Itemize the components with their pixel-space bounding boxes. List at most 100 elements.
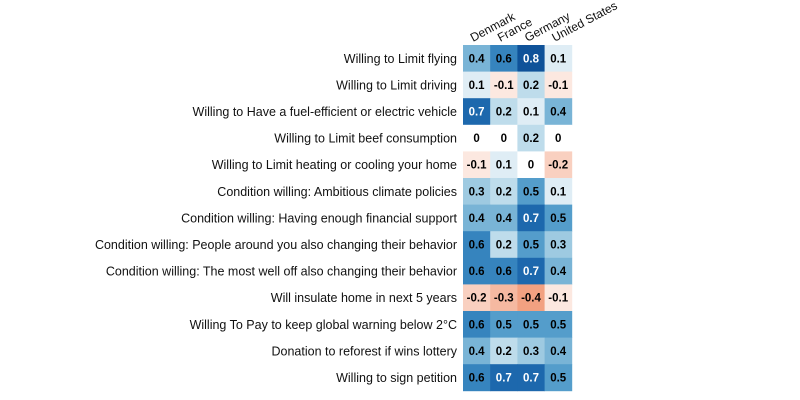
cell-value-label: 0 [555, 133, 561, 145]
row-label: Willing to Have a fuel-efficient or elec… [193, 105, 458, 119]
cell-value-label: 0 [528, 160, 534, 172]
row-label: Condition willing: People around you als… [95, 238, 457, 252]
heatmap-cell [463, 124, 491, 152]
cell-value-label: -0.2 [548, 160, 568, 172]
cell-value-label: 0.6 [496, 53, 512, 65]
cell-value-label: -0.3 [494, 293, 514, 305]
heatmap-cell [463, 257, 491, 285]
heatmap-cell [463, 284, 491, 312]
cell-value-label: 0.5 [496, 319, 513, 331]
heatmap-cells: 0.4 0.6 0.8 0.1 0.1 -0.1 0.2 -0.1 0.7 0.2 0.1 0.4 0 0… [463, 45, 573, 392]
heatmap-cell [517, 311, 545, 338]
heatmap-cell [544, 71, 573, 99]
heatmap-cell [517, 124, 545, 152]
cell-value-label: 0.2 [496, 107, 512, 119]
cell-value-label: 0.4 [469, 213, 486, 225]
cell-value-label: 0.1 [550, 53, 567, 65]
heatmap-cell [463, 178, 491, 205]
cell-value-label: 0.4 [496, 213, 513, 225]
cell-value-label: 0.5 [523, 186, 540, 198]
cell-value-label: 0.1 [496, 160, 513, 172]
heatmap-cell [517, 337, 545, 365]
cell-value-label: -0.1 [467, 160, 487, 172]
row-label: Willing to Limit driving [336, 78, 457, 92]
heatmap-cell [490, 124, 518, 152]
cell-value-label: 0.5 [550, 319, 567, 331]
heatmap-cell [490, 284, 518, 312]
cell-value-label: 0.4 [550, 107, 567, 119]
cell-value-label: 0.6 [469, 373, 485, 385]
cell-value-label: 0.2 [496, 186, 512, 198]
heatmap-cell [544, 284, 573, 312]
heatmap-cell [490, 98, 518, 126]
cell-value-label: -0.1 [548, 293, 568, 305]
cell-value-label: 0.1 [550, 186, 567, 198]
heatmap-cell [517, 364, 545, 392]
cell-value-label: 0.3 [550, 240, 566, 252]
heatmap-cell [517, 284, 545, 312]
row-label: Donation to reforest if wins lottery [272, 344, 458, 358]
heatmap-cell [544, 257, 573, 285]
cell-value-label: 0.7 [469, 107, 485, 119]
cell-value-label: 0.7 [523, 213, 539, 225]
heatmap-cell [517, 98, 545, 126]
heatmap-cell [463, 337, 491, 365]
heatmap-cell [517, 257, 545, 285]
cell-value-label: -0.1 [494, 80, 514, 92]
row-label: Condition willing: Ambitious climate pol… [217, 185, 457, 199]
heatmap-cell [463, 71, 491, 99]
cell-value-label: 0.4 [550, 346, 567, 358]
cell-value-label: 0.2 [496, 240, 512, 252]
heatmap-cell [490, 178, 518, 205]
cell-value-label: 0.6 [496, 266, 512, 278]
row-label: Willing to sign petition [336, 371, 457, 385]
cell-value-label: 0.2 [523, 80, 539, 92]
cell-value-label: 0 [473, 133, 479, 145]
heatmap-cell [463, 231, 491, 259]
heatmap-cell [544, 311, 573, 338]
cell-value-label: 0 [501, 133, 507, 145]
row-label: Willing to Limit beef consumption [274, 132, 457, 146]
heatmap-cell [544, 124, 573, 152]
cell-value-label: 0.6 [469, 266, 485, 278]
heatmap-cell [517, 231, 545, 259]
row-labels: Willing to Limit flying Willing to Limit … [95, 52, 458, 385]
heatmap-cell [544, 204, 573, 232]
heatmap-cell [463, 364, 491, 392]
cell-value-label: 0.1 [469, 80, 486, 92]
heatmap-cell [490, 364, 518, 392]
cell-value-label: 0.4 [469, 53, 486, 65]
row-label: Willing to Limit heating or cooling your… [212, 158, 457, 172]
cell-value-label: 0.7 [496, 373, 512, 385]
cell-value-label: 0.2 [523, 133, 539, 145]
cell-value-label: 0.8 [523, 53, 540, 65]
heatmap-cell [463, 45, 491, 72]
row-label: Willing to Limit flying [344, 52, 457, 66]
heatmap-cell [544, 231, 573, 259]
heatmap-cell [544, 364, 573, 392]
heatmap-cell [544, 98, 573, 126]
row-label: Condition willing: The most well off als… [106, 265, 457, 279]
heatmap-cell [544, 151, 573, 179]
heatmap-cell [490, 231, 518, 259]
cell-value-label: -0.4 [521, 293, 541, 305]
cell-value-label: 0.6 [469, 319, 485, 331]
cell-value-label: 0.4 [550, 266, 567, 278]
heatmap-cell [490, 204, 518, 232]
heatmap-cell [490, 257, 518, 285]
cell-value-label: 0.7 [523, 266, 539, 278]
heatmap-cell [517, 204, 545, 232]
heatmap-cell [463, 151, 491, 179]
cell-value-label: 0.3 [523, 346, 539, 358]
heatmap-cell [463, 204, 491, 232]
heatmap-cell [544, 337, 573, 365]
cell-value-label: 0.4 [469, 346, 486, 358]
heatmap-cell [463, 311, 491, 338]
cell-value-label: 0.5 [550, 373, 567, 385]
cell-value-label: 0.5 [550, 213, 567, 225]
heatmap-cell [517, 178, 545, 205]
heatmap-cell [490, 311, 518, 338]
heatmap-cell [544, 45, 573, 72]
heatmap-cell [490, 337, 518, 365]
